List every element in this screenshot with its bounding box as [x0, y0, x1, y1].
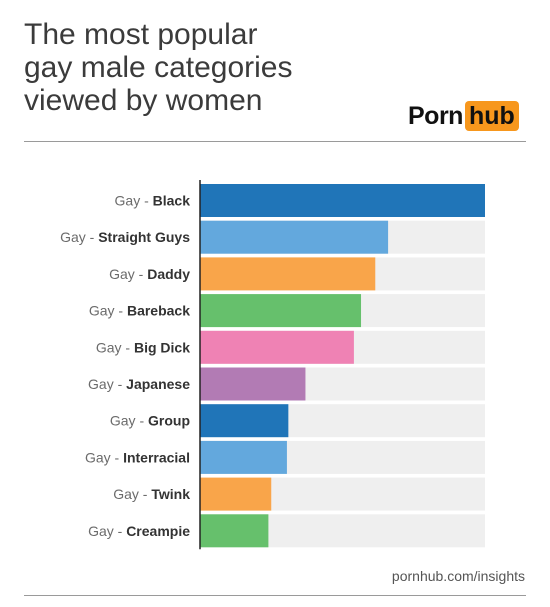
category-label: Gay - Bareback — [89, 303, 190, 319]
bar — [200, 440, 287, 474]
category-label: Gay - Black — [115, 193, 191, 209]
category-label: Gay - Interracial — [85, 449, 190, 465]
category-label: Gay - Big Dick — [96, 339, 190, 355]
top-divider — [24, 141, 526, 142]
bottom-divider — [24, 595, 526, 596]
category-label: Gay - Straight Guys — [60, 229, 190, 245]
category-label: Gay - Twink — [113, 486, 190, 502]
bar — [200, 257, 376, 291]
logo-text-porn: Porn — [408, 101, 463, 130]
pornhub-logo: Porn hub — [408, 100, 519, 132]
logo-text-hub: hub — [464, 101, 519, 131]
bar — [200, 477, 272, 511]
chart-title: The most popular gay male categories vie… — [24, 18, 293, 117]
bar — [200, 404, 289, 438]
bar — [200, 330, 354, 364]
bar — [200, 367, 306, 401]
category-label: Gay - Japanese — [88, 376, 190, 392]
bar — [200, 294, 362, 328]
category-label: Gay - Group — [110, 413, 190, 429]
category-label: Gay - Creampie — [88, 523, 190, 539]
bar — [200, 184, 485, 217]
bar — [200, 220, 389, 254]
source-link[interactable]: pornhub.com/insights — [391, 568, 525, 584]
bar — [200, 514, 269, 548]
category-label: Gay - Daddy — [109, 266, 190, 282]
